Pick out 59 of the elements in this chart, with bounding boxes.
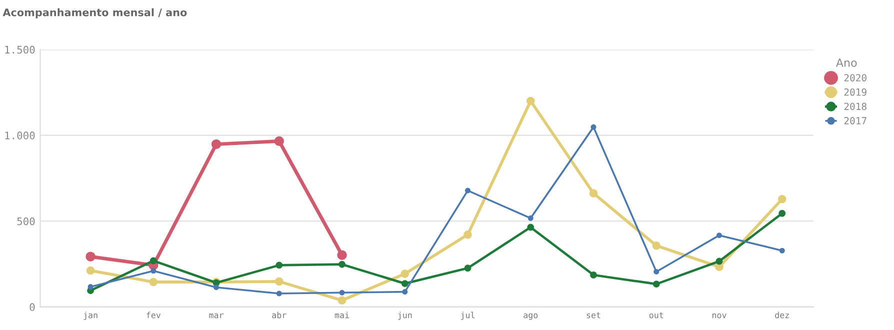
point xyxy=(149,278,158,286)
point xyxy=(274,136,284,146)
legend-label: 2019 xyxy=(844,88,866,96)
y-tick-label: 1.000 xyxy=(5,132,35,140)
point xyxy=(86,252,96,262)
point xyxy=(464,230,472,239)
point xyxy=(276,290,282,296)
point xyxy=(339,290,345,296)
point xyxy=(527,224,534,231)
point xyxy=(590,124,596,130)
chart-title: Acompanhamento mensal / ano xyxy=(2,8,187,18)
point xyxy=(464,188,471,194)
y-tick-label: 1.500 xyxy=(5,46,35,54)
point xyxy=(402,289,408,295)
x-tick-label: jan xyxy=(84,312,98,320)
legend-label: 2017 xyxy=(844,117,866,124)
point xyxy=(338,296,346,305)
point xyxy=(274,277,284,286)
y-tick-label: 500 xyxy=(17,217,35,226)
point xyxy=(526,96,535,106)
y-tick-label: 0 xyxy=(30,303,35,312)
point xyxy=(589,189,598,198)
point xyxy=(652,280,660,288)
point xyxy=(337,250,347,260)
x-tick-label: jun xyxy=(398,312,412,320)
legend-title: Ano xyxy=(836,58,857,67)
point xyxy=(716,258,723,265)
point xyxy=(716,232,722,238)
x-tick-label: mar xyxy=(209,313,224,318)
point xyxy=(715,262,724,272)
x-tick-label: nov xyxy=(712,313,726,318)
point xyxy=(464,264,472,272)
point xyxy=(213,284,220,290)
point xyxy=(150,257,157,264)
point xyxy=(88,284,94,290)
point xyxy=(528,215,534,221)
x-tick-label: abr xyxy=(272,312,286,318)
point xyxy=(652,241,661,250)
legend-label: 2018 xyxy=(844,102,866,110)
x-tick-label: mai xyxy=(334,312,349,318)
x-tick-label: jul xyxy=(460,312,474,320)
point xyxy=(779,248,785,254)
x-tick-label: ago xyxy=(524,313,538,320)
x-tick-label: out xyxy=(649,312,664,318)
point xyxy=(400,270,410,278)
point xyxy=(590,272,597,278)
point xyxy=(86,266,95,275)
point xyxy=(654,268,660,274)
point xyxy=(150,268,156,274)
x-tick-label: fev xyxy=(146,312,161,318)
point xyxy=(276,262,283,269)
point xyxy=(211,139,222,150)
x-tick-label: dez xyxy=(775,312,789,318)
point xyxy=(778,194,786,204)
point xyxy=(778,210,786,217)
x-tick-label: set xyxy=(586,312,600,318)
legend-label: 2020 xyxy=(844,74,866,82)
point xyxy=(338,260,346,268)
point xyxy=(401,280,408,288)
